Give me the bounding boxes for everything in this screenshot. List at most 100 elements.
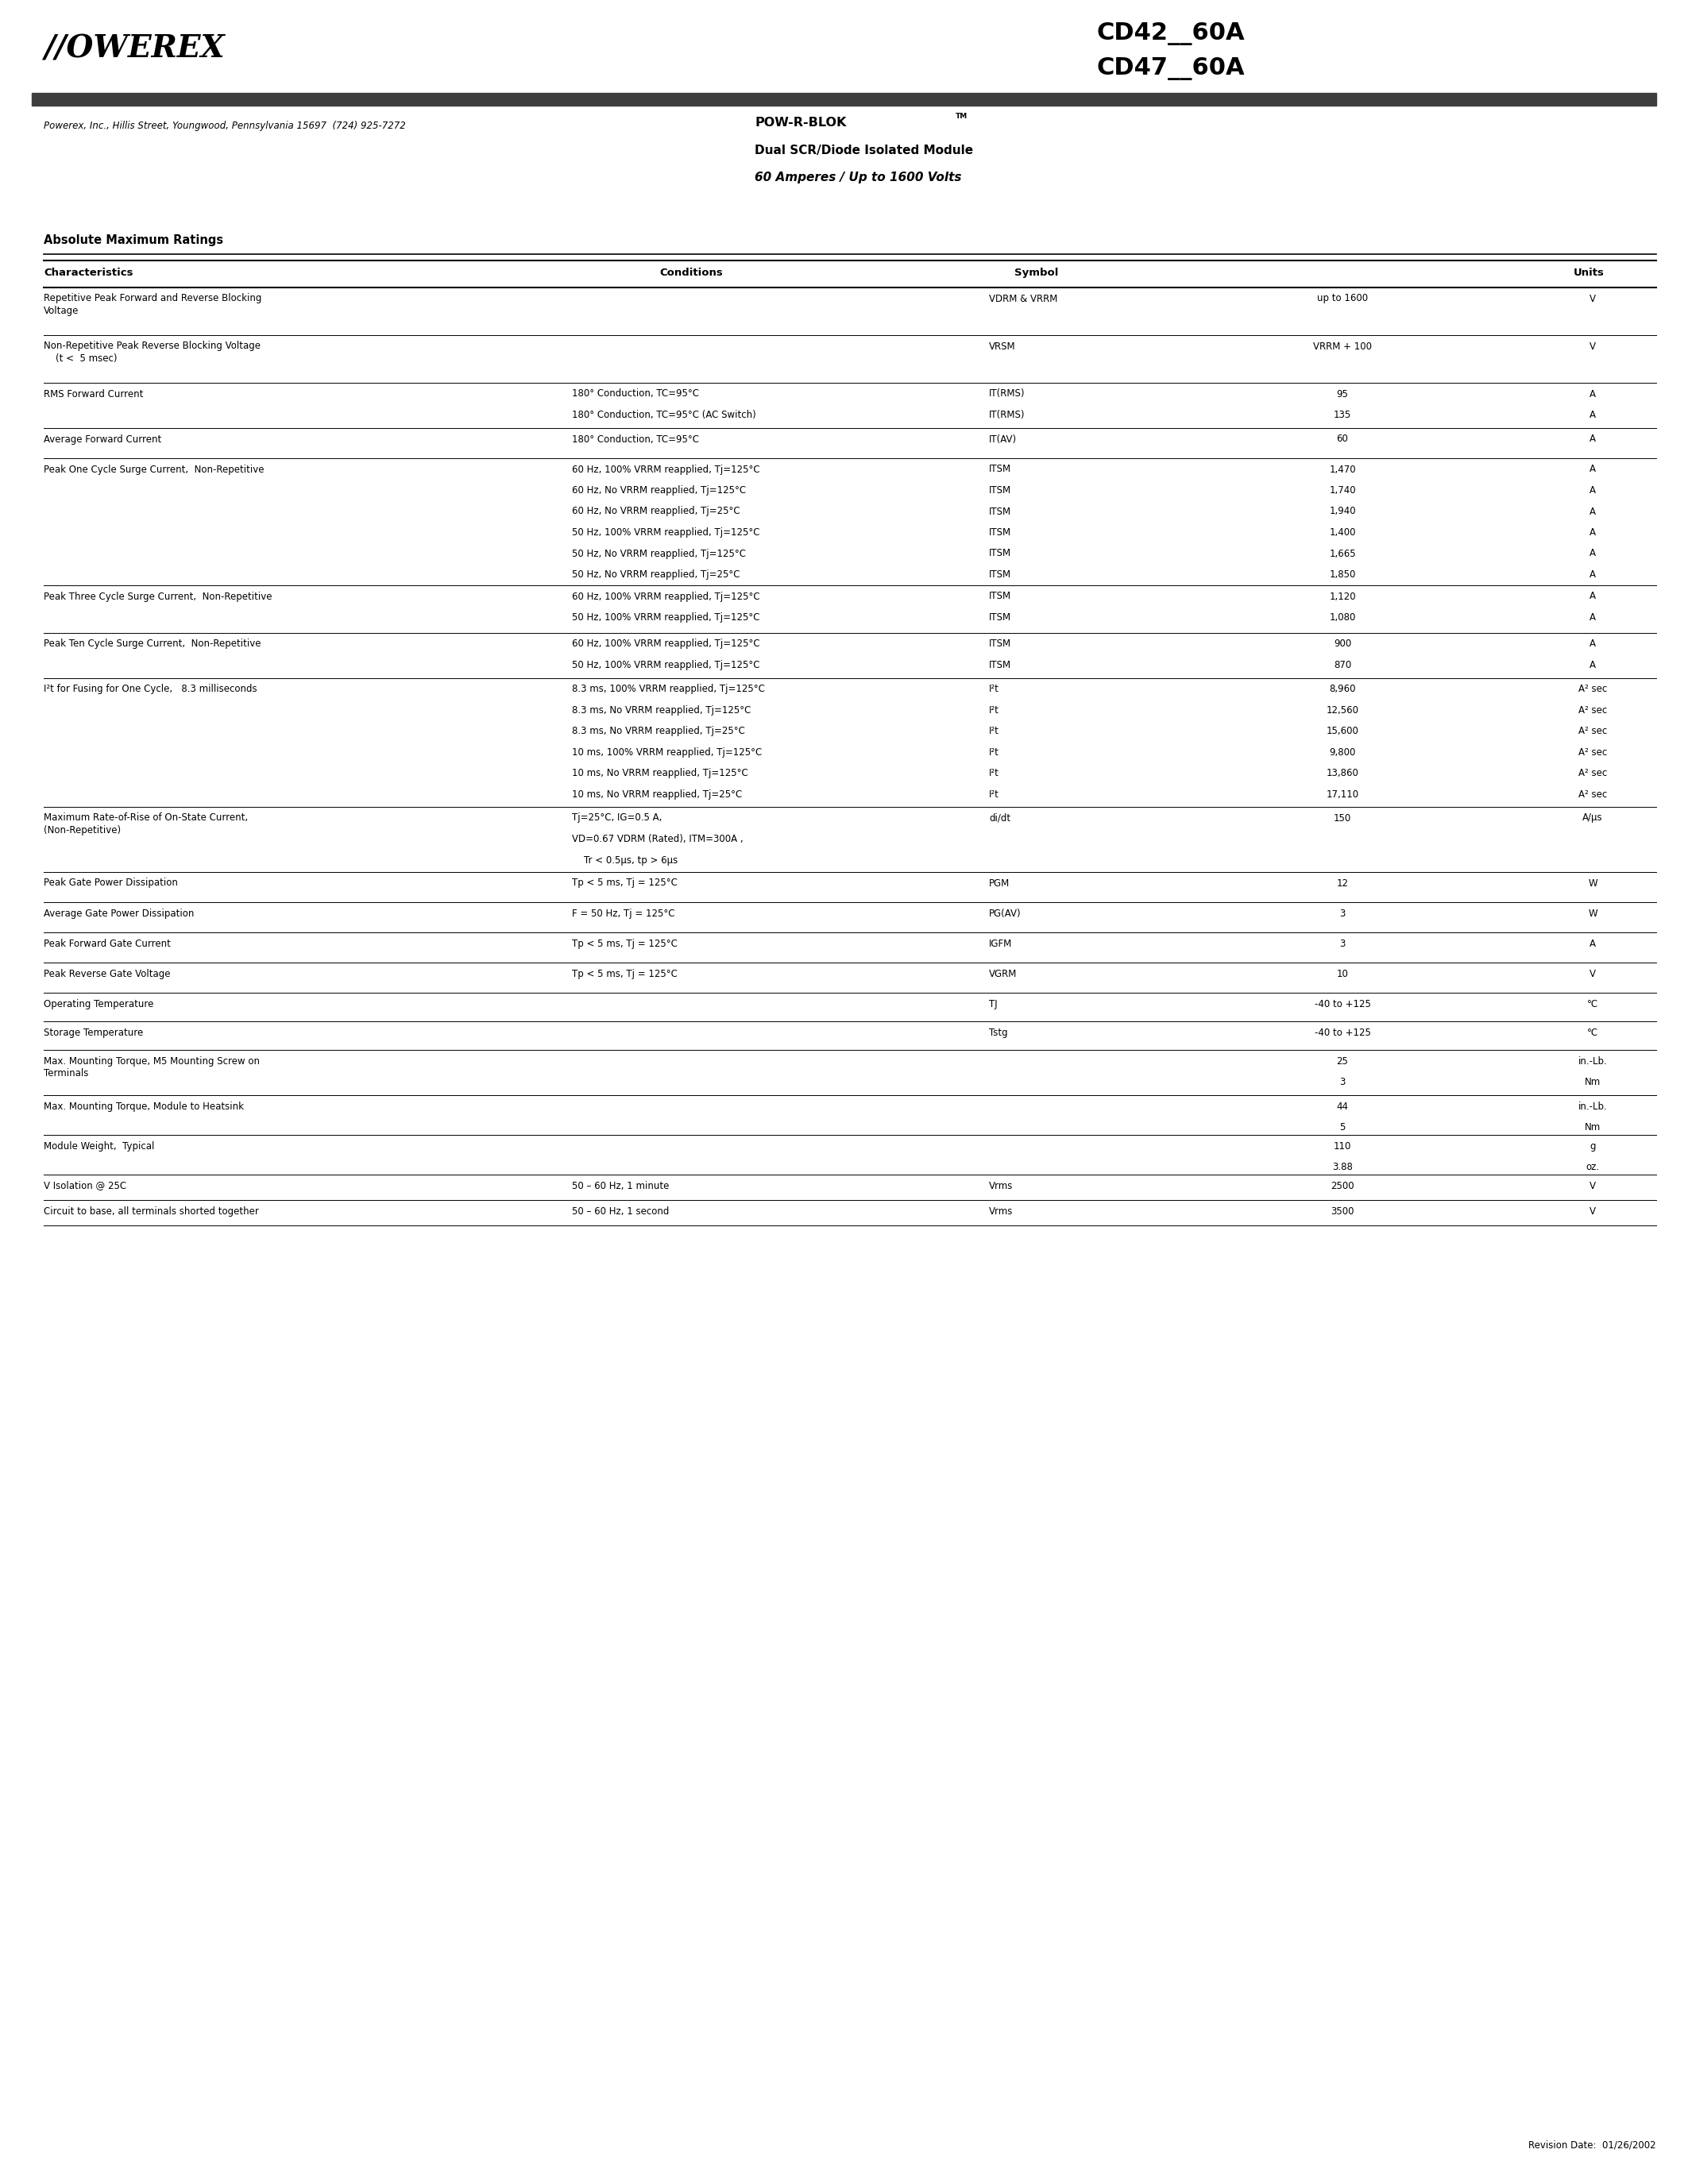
Text: Vrms: Vrms bbox=[989, 1206, 1013, 1216]
Text: Tp < 5 ms, Tj = 125°C: Tp < 5 ms, Tj = 125°C bbox=[572, 968, 677, 978]
Text: Vrms: Vrms bbox=[989, 1182, 1013, 1190]
Text: 8.3 ms, 100% VRRM reapplied, Tj=125°C: 8.3 ms, 100% VRRM reapplied, Tj=125°C bbox=[572, 684, 765, 695]
Text: 15,600: 15,600 bbox=[1327, 727, 1359, 736]
Text: 1,850: 1,850 bbox=[1328, 570, 1355, 579]
Text: A: A bbox=[1590, 548, 1595, 559]
Text: TJ: TJ bbox=[989, 998, 998, 1009]
Text: 5: 5 bbox=[1340, 1123, 1345, 1133]
Text: IT(RMS): IT(RMS) bbox=[989, 389, 1025, 400]
Text: 60 Hz, No VRRM reapplied, Tj=25°C: 60 Hz, No VRRM reapplied, Tj=25°C bbox=[572, 507, 739, 518]
Text: Average Gate Power Dissipation: Average Gate Power Dissipation bbox=[44, 909, 194, 919]
Text: ITSM: ITSM bbox=[989, 507, 1011, 518]
Text: A/μs: A/μs bbox=[1583, 812, 1604, 823]
Text: Characteristics: Characteristics bbox=[44, 269, 133, 277]
Text: A² sec: A² sec bbox=[1578, 705, 1607, 716]
Text: IT(RMS): IT(RMS) bbox=[989, 411, 1025, 419]
Text: ITSM: ITSM bbox=[989, 548, 1011, 559]
Text: 870: 870 bbox=[1334, 660, 1352, 670]
Text: A: A bbox=[1590, 389, 1595, 400]
Text: I²t: I²t bbox=[989, 788, 999, 799]
Text: Revision Date:  01/26/2002: Revision Date: 01/26/2002 bbox=[1529, 2140, 1656, 2151]
Text: in.-Lb.: in.-Lb. bbox=[1578, 1101, 1607, 1112]
Text: 110: 110 bbox=[1334, 1140, 1352, 1151]
Text: 1,740: 1,740 bbox=[1328, 485, 1355, 496]
Text: 150: 150 bbox=[1334, 812, 1352, 823]
Text: Conditions: Conditions bbox=[660, 269, 722, 277]
Text: 95: 95 bbox=[1337, 389, 1349, 400]
Text: I²t: I²t bbox=[989, 747, 999, 758]
Text: g: g bbox=[1590, 1140, 1595, 1151]
Text: Peak Ten Cycle Surge Current,  Non-Repetitive: Peak Ten Cycle Surge Current, Non-Repeti… bbox=[44, 640, 262, 649]
Text: V: V bbox=[1590, 341, 1595, 352]
Text: Units: Units bbox=[1573, 269, 1604, 277]
Text: °C: °C bbox=[1587, 1026, 1599, 1037]
Text: 60: 60 bbox=[1337, 435, 1349, 443]
Text: PG(AV): PG(AV) bbox=[989, 909, 1021, 919]
Text: 60 Hz, 100% VRRM reapplied, Tj=125°C: 60 Hz, 100% VRRM reapplied, Tj=125°C bbox=[572, 640, 760, 649]
Text: 1,940: 1,940 bbox=[1328, 507, 1355, 518]
Text: 50 – 60 Hz, 1 second: 50 – 60 Hz, 1 second bbox=[572, 1206, 668, 1216]
Text: Max. Mounting Torque, M5 Mounting Screw on
Terminals: Max. Mounting Torque, M5 Mounting Screw … bbox=[44, 1055, 260, 1079]
Text: 10 ms, No VRRM reapplied, Tj=125°C: 10 ms, No VRRM reapplied, Tj=125°C bbox=[572, 769, 748, 780]
Text: Peak One Cycle Surge Current,  Non-Repetitive: Peak One Cycle Surge Current, Non-Repeti… bbox=[44, 465, 263, 474]
Text: VRRM + 100: VRRM + 100 bbox=[1313, 341, 1372, 352]
Text: 3.88: 3.88 bbox=[1332, 1162, 1352, 1173]
Text: -40 to +125: -40 to +125 bbox=[1315, 998, 1371, 1009]
Text: A² sec: A² sec bbox=[1578, 769, 1607, 780]
Text: 9,800: 9,800 bbox=[1328, 747, 1355, 758]
Text: A: A bbox=[1590, 660, 1595, 670]
Text: ITSM: ITSM bbox=[989, 570, 1011, 579]
Text: A: A bbox=[1590, 507, 1595, 518]
Text: 12,560: 12,560 bbox=[1327, 705, 1359, 716]
Text: IGFM: IGFM bbox=[989, 939, 1013, 948]
Text: 3: 3 bbox=[1340, 909, 1345, 919]
Text: Tj=25°C, IG=0.5 A,: Tj=25°C, IG=0.5 A, bbox=[572, 812, 662, 823]
Text: A² sec: A² sec bbox=[1578, 788, 1607, 799]
Text: 1,120: 1,120 bbox=[1328, 592, 1355, 601]
Text: 3: 3 bbox=[1340, 939, 1345, 948]
Text: F = 50 Hz, Tj = 125°C: F = 50 Hz, Tj = 125°C bbox=[572, 909, 675, 919]
Text: ITSM: ITSM bbox=[989, 592, 1011, 601]
Text: 50 Hz, No VRRM reapplied, Tj=25°C: 50 Hz, No VRRM reapplied, Tj=25°C bbox=[572, 570, 739, 579]
Text: IT(AV): IT(AV) bbox=[989, 435, 1016, 443]
Text: 25: 25 bbox=[1337, 1055, 1349, 1066]
Text: A: A bbox=[1590, 570, 1595, 579]
Text: 900: 900 bbox=[1334, 640, 1352, 649]
Text: 60 Hz, No VRRM reapplied, Tj=125°C: 60 Hz, No VRRM reapplied, Tj=125°C bbox=[572, 485, 746, 496]
Text: Repetitive Peak Forward and Reverse Blocking
Voltage: Repetitive Peak Forward and Reverse Bloc… bbox=[44, 293, 262, 317]
Text: 10 ms, No VRRM reapplied, Tj=25°C: 10 ms, No VRRM reapplied, Tj=25°C bbox=[572, 788, 743, 799]
Text: A² sec: A² sec bbox=[1578, 747, 1607, 758]
Text: TM: TM bbox=[955, 114, 967, 120]
Text: Peak Gate Power Dissipation: Peak Gate Power Dissipation bbox=[44, 878, 177, 889]
Text: V: V bbox=[1590, 1182, 1595, 1190]
Text: 12: 12 bbox=[1337, 878, 1349, 889]
Text: Absolute Maximum Ratings: Absolute Maximum Ratings bbox=[44, 234, 223, 247]
Text: A: A bbox=[1590, 526, 1595, 537]
Text: 1,080: 1,080 bbox=[1328, 612, 1355, 622]
Text: Peak Three Cycle Surge Current,  Non-Repetitive: Peak Three Cycle Surge Current, Non-Repe… bbox=[44, 592, 272, 601]
Text: °C: °C bbox=[1587, 998, 1599, 1009]
Text: Circuit to base, all terminals shorted together: Circuit to base, all terminals shorted t… bbox=[44, 1206, 258, 1216]
Text: 44: 44 bbox=[1337, 1101, 1349, 1112]
Text: 60 Hz, 100% VRRM reapplied, Tj=125°C: 60 Hz, 100% VRRM reapplied, Tj=125°C bbox=[572, 592, 760, 601]
Bar bbox=[32, 94, 1656, 105]
Text: I²t: I²t bbox=[989, 727, 999, 736]
Text: A: A bbox=[1590, 465, 1595, 474]
Text: CD42__60A: CD42__60A bbox=[1096, 22, 1244, 46]
Text: Max. Mounting Torque, Module to Heatsink: Max. Mounting Torque, Module to Heatsink bbox=[44, 1101, 243, 1112]
Text: V: V bbox=[1590, 968, 1595, 978]
Text: 1,470: 1,470 bbox=[1328, 465, 1355, 474]
Text: VD=0.67 VDRM (Rated), ITM=300A ,: VD=0.67 VDRM (Rated), ITM=300A , bbox=[572, 834, 743, 845]
Text: Nm: Nm bbox=[1585, 1123, 1600, 1133]
Text: Tstg: Tstg bbox=[989, 1026, 1008, 1037]
Text: Tp < 5 ms, Tj = 125°C: Tp < 5 ms, Tj = 125°C bbox=[572, 878, 677, 889]
Text: A: A bbox=[1590, 640, 1595, 649]
Text: ITSM: ITSM bbox=[989, 465, 1011, 474]
Text: 17,110: 17,110 bbox=[1327, 788, 1359, 799]
Text: Peak Forward Gate Current: Peak Forward Gate Current bbox=[44, 939, 170, 948]
Text: VRSM: VRSM bbox=[989, 341, 1016, 352]
Text: W: W bbox=[1588, 878, 1597, 889]
Text: 50 Hz, 100% VRRM reapplied, Tj=125°C: 50 Hz, 100% VRRM reapplied, Tj=125°C bbox=[572, 612, 760, 622]
Text: ITSM: ITSM bbox=[989, 640, 1011, 649]
Text: 50 Hz, 100% VRRM reapplied, Tj=125°C: 50 Hz, 100% VRRM reapplied, Tj=125°C bbox=[572, 526, 760, 537]
